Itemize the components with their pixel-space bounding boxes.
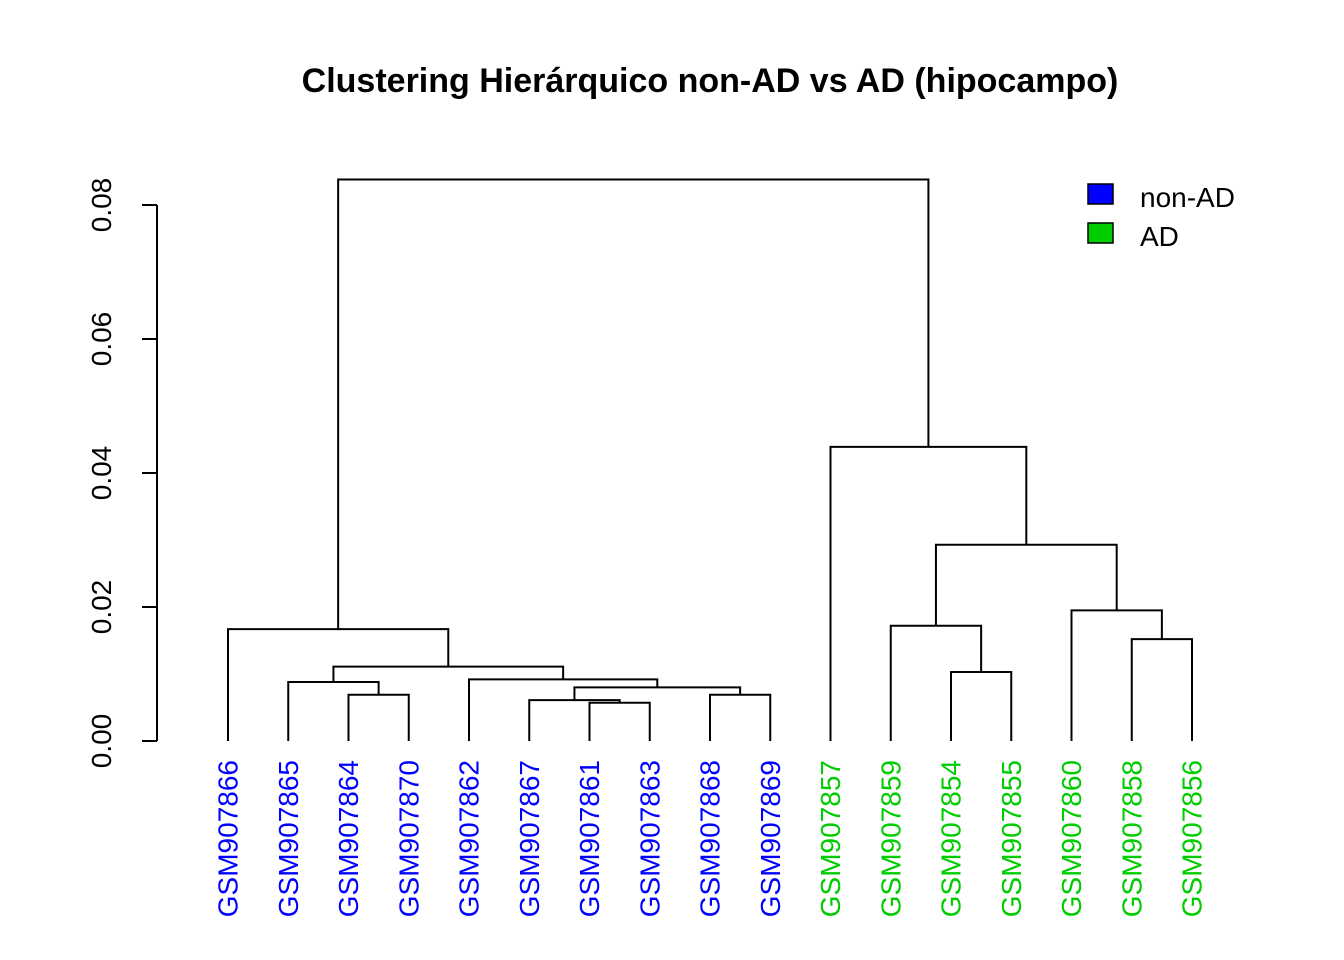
leaf-label-gsm907866: GSM907866: [213, 760, 244, 917]
dendrogram-tree: [227, 178, 1193, 741]
leaf-labels: GSM907866 GSM907865 GSM907864 GSM907870 GSM9…: [213, 740, 1208, 917]
dendrogram-link-11: [227, 628, 450, 741]
leaf-label-gsm907864: GSM907864: [333, 760, 364, 917]
dendrogram-link-9: [950, 670, 1013, 741]
dendrogram-link-12: [889, 624, 983, 741]
y-tick-label: 0.02: [86, 580, 117, 635]
leaf-label-gsm907861: GSM907861: [574, 760, 605, 917]
leaf-label-gsm907863: GSM907863: [634, 760, 665, 917]
legend-swatch-non-ad: [1087, 183, 1114, 205]
leaf-label-gsm907860: GSM907860: [1056, 760, 1087, 917]
y-tick-label: 0.00: [86, 714, 117, 769]
leaf-label-gsm907855: GSM907855: [996, 760, 1027, 917]
leaf-label-gsm907862: GSM907862: [454, 760, 485, 917]
leaf-label-gsm907868: GSM907868: [695, 760, 726, 917]
dendrogram-link-16: [337, 178, 930, 630]
y-axis: 0.00 0.02 0.04 0.06 0.08: [86, 178, 158, 769]
leaf-label-gsm907854: GSM907854: [936, 760, 967, 917]
dendrogram-link-14: [934, 543, 1118, 626]
leaf-label-gsm907858: GSM907858: [1116, 760, 1147, 917]
leaf-label-gsm907865: GSM907865: [273, 760, 304, 917]
y-tick-label: 0.04: [86, 446, 117, 501]
legend-label-non-ad: non-AD: [1140, 182, 1235, 213]
dendrogram-link-1: [588, 701, 651, 741]
y-tick-label: 0.08: [86, 178, 117, 233]
dendrogram-link-10: [1130, 638, 1193, 741]
dendrogram-link-2: [528, 699, 621, 741]
dendrogram-link-3: [347, 693, 410, 741]
legend: non-AD AD: [1087, 182, 1235, 252]
dendrogram-link-7: [468, 678, 659, 741]
chart-title: Clustering Hierárquico non-AD vs AD (hip…: [302, 62, 1119, 100]
leaf-label-gsm907856: GSM907856: [1177, 760, 1208, 917]
leaf-label-gsm907867: GSM907867: [514, 760, 545, 917]
y-tick-label: 0.06: [86, 312, 117, 367]
legend-label-ad: AD: [1140, 221, 1179, 252]
leaf-label-gsm907857: GSM907857: [815, 760, 846, 917]
dendrogram-link-4: [709, 693, 772, 741]
leaf-label-gsm907870: GSM907870: [393, 760, 424, 917]
dendrogram-link-15: [829, 445, 1028, 741]
legend-swatch-ad: [1087, 222, 1114, 244]
leaf-label-gsm907869: GSM907869: [755, 760, 786, 917]
dendrogram-link-5: [573, 686, 742, 701]
dendrogram-link-13: [1070, 609, 1163, 741]
leaf-label-gsm907859: GSM907859: [875, 760, 906, 917]
dendrogram-link-6: [287, 681, 380, 741]
